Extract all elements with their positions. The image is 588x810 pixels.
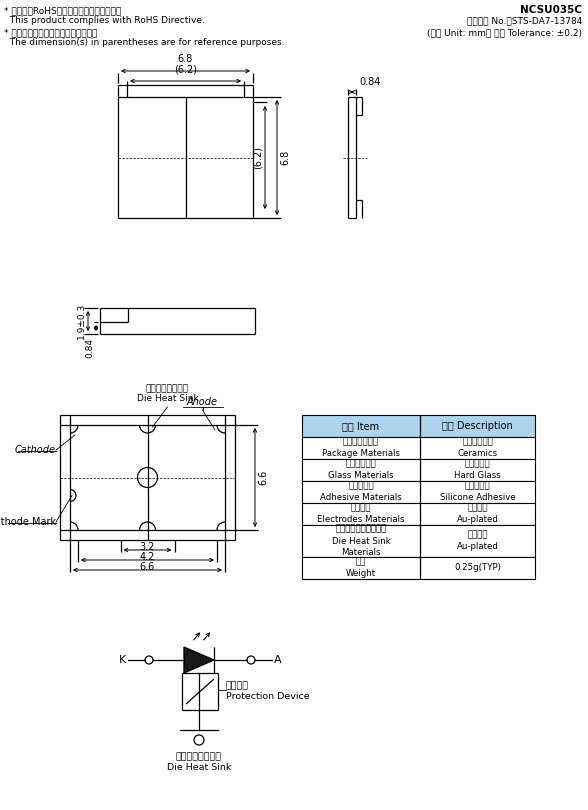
Text: 金メッキ
Au-plated: 金メッキ Au-plated <box>456 504 499 524</box>
Text: 0.25g(TYP): 0.25g(TYP) <box>454 564 501 573</box>
Text: 電極材質
Electrodes Materials: 電極材質 Electrodes Materials <box>318 504 405 524</box>
Text: Die Heat Sink: Die Heat Sink <box>136 394 198 403</box>
Text: 内容 Description: 内容 Description <box>442 421 513 431</box>
Bar <box>302 503 535 525</box>
Text: 金メッキ
Au-plated: 金メッキ Au-plated <box>456 531 499 552</box>
Text: 1.9±0.3: 1.9±0.3 <box>77 303 86 339</box>
Text: ダイヒートシンク: ダイヒートシンク <box>176 752 222 761</box>
Bar <box>302 557 535 579</box>
Text: ガラス窓材質
Glass Materials: ガラス窓材質 Glass Materials <box>328 459 394 480</box>
Text: K: K <box>118 655 126 665</box>
Text: 0.84: 0.84 <box>359 77 380 87</box>
Text: 管理番号 No.　STS-DA7-13784: 管理番号 No. STS-DA7-13784 <box>467 16 582 25</box>
Text: Die Heat Sink: Die Heat Sink <box>167 763 231 772</box>
Text: Anode: Anode <box>187 397 218 407</box>
Bar <box>302 415 535 437</box>
Text: ダイヒートシンク材質
Die Heat Sink
Materials: ダイヒートシンク材質 Die Heat Sink Materials <box>332 525 390 557</box>
Polygon shape <box>184 647 214 673</box>
Text: 3.2: 3.2 <box>140 542 155 552</box>
Bar <box>302 459 535 481</box>
Text: 6.8: 6.8 <box>178 54 193 64</box>
Text: (単位 Unit: mm， 公差 Tolerance: ±0.2): (単位 Unit: mm， 公差 Tolerance: ±0.2) <box>427 28 582 37</box>
Bar <box>302 437 535 459</box>
Text: The dimension(s) in parentheses are for reference purposes.: The dimension(s) in parentheses are for … <box>4 38 285 47</box>
Text: 6.6: 6.6 <box>140 562 155 572</box>
Text: Cathode: Cathode <box>15 445 56 455</box>
Text: NCSU035C: NCSU035C <box>520 5 582 15</box>
Text: 4.2: 4.2 <box>140 552 155 562</box>
Text: 6.6: 6.6 <box>258 470 268 485</box>
Text: 硬質ガラス
Hard Glass: 硬質ガラス Hard Glass <box>454 459 501 480</box>
Text: 項目 Item: 項目 Item <box>342 421 380 431</box>
Text: This product complies with RoHS Directive.: This product complies with RoHS Directiv… <box>4 16 205 25</box>
Text: * 本製品はRoHS指令に適合しております．: * 本製品はRoHS指令に適合しております． <box>4 6 121 15</box>
Text: 6.8: 6.8 <box>280 150 290 165</box>
Text: 0.84: 0.84 <box>85 338 94 358</box>
Text: セラミックス
Ceramics: セラミックス Ceramics <box>457 437 497 458</box>
Text: 保護素子: 保護素子 <box>226 681 249 690</box>
Text: 質量
Weight: 質量 Weight <box>346 557 376 578</box>
Text: (6.2): (6.2) <box>253 146 263 169</box>
Bar <box>302 525 535 557</box>
Text: シリコーン
Silicone Adhesive: シリコーン Silicone Adhesive <box>440 482 515 502</box>
Text: * 括弧で囲まれた尺法は参考値です．: * 括弧で囲まれた尺法は参考値です． <box>4 28 98 37</box>
Text: Protection Device: Protection Device <box>226 692 310 701</box>
Text: ダイヒートシンク: ダイヒートシンク <box>146 384 189 393</box>
Text: (6.2): (6.2) <box>174 64 197 74</box>
Text: A: A <box>274 655 282 665</box>
Bar <box>302 481 535 503</box>
Text: 接着剤材質
Adhesive Materials: 接着剤材質 Adhesive Materials <box>320 482 402 502</box>
Text: パッケージ材質
Package Materials: パッケージ材質 Package Materials <box>322 437 400 458</box>
Text: Cathode Mark: Cathode Mark <box>0 517 56 527</box>
